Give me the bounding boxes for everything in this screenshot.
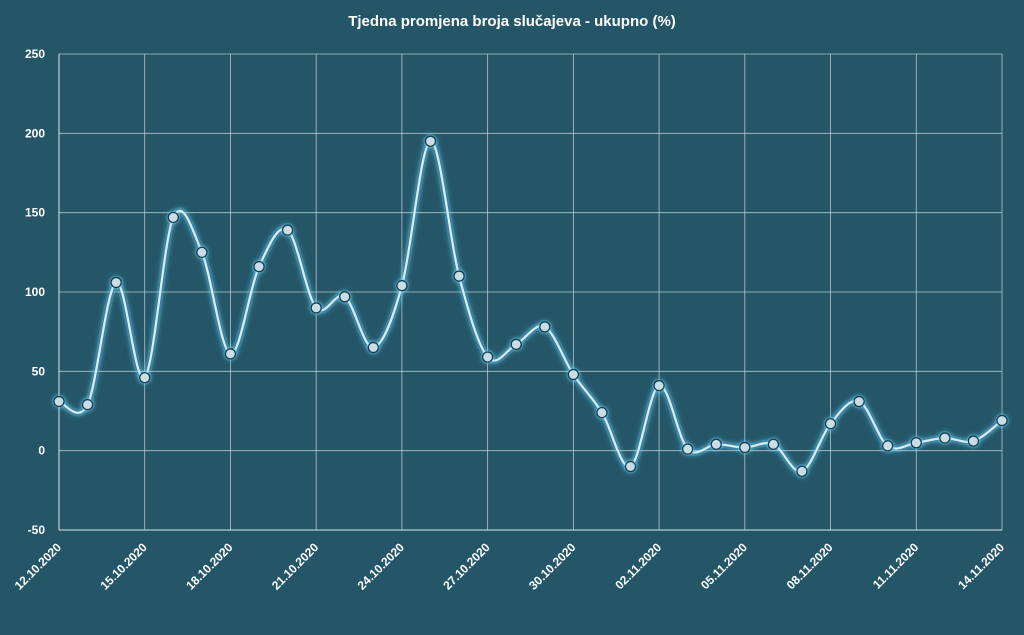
y-tick-label: 150	[25, 206, 45, 220]
y-tick-label: -50	[28, 523, 46, 537]
data-point	[139, 372, 151, 384]
y-tick-label: 0	[38, 444, 45, 458]
y-tick-label: 50	[32, 364, 46, 378]
data-point	[453, 270, 465, 282]
data-point	[339, 291, 351, 303]
data-point	[510, 338, 522, 350]
x-tick-label: 27.10.2020	[440, 540, 493, 593]
data-point	[539, 321, 551, 333]
x-tick-label: 15.10.2020	[97, 540, 150, 593]
y-tick-label: 200	[25, 126, 45, 140]
data-point	[282, 224, 294, 236]
x-tick-label: 11.11.2020	[870, 540, 922, 592]
data-point	[653, 380, 665, 392]
data-point	[882, 440, 894, 452]
data-point	[739, 441, 751, 454]
data-point	[853, 395, 865, 408]
data-point	[567, 368, 579, 381]
data-point	[482, 351, 494, 363]
data-point	[196, 246, 208, 258]
data-point	[682, 443, 694, 455]
data-point	[767, 438, 779, 450]
x-tick-label: 12.10.2020	[12, 540, 65, 593]
data-point	[910, 437, 922, 449]
series-line-glow	[57, 137, 1005, 475]
data-point	[596, 406, 608, 419]
data-point	[53, 395, 65, 408]
chart-title: Tjedna promjena broja slučajeva - ukupno…	[348, 13, 676, 30]
x-tick-label: 21.10.2020	[269, 540, 322, 593]
x-tick-label: 02.11.2020	[612, 540, 664, 592]
data-point	[624, 460, 637, 473]
series-line	[58, 140, 1003, 473]
data-point	[81, 399, 94, 411]
x-tick-label: 08.11.2020	[784, 540, 836, 592]
data-point	[824, 418, 837, 430]
data-point	[367, 341, 379, 354]
x-tick-label: 18.10.2020	[183, 540, 236, 593]
y-tick-label: 100	[25, 285, 45, 299]
data-point	[710, 438, 722, 450]
data-point	[424, 135, 437, 147]
x-tick-label: 24.10.2020	[355, 540, 408, 593]
x-tick-label: 30.10.2020	[526, 540, 579, 593]
data-point	[253, 261, 265, 273]
data-point	[996, 414, 1008, 427]
data-point	[939, 432, 951, 444]
y-tick-label: 250	[25, 47, 45, 61]
x-tick-label: 14.11.2020	[955, 540, 1007, 592]
data-point	[224, 348, 237, 360]
x-tick-label: 05.11.2020	[698, 540, 750, 592]
data-point	[396, 280, 408, 292]
data-point	[110, 276, 122, 289]
data-point	[167, 211, 179, 224]
data-point	[310, 302, 322, 314]
data-point	[796, 465, 808, 477]
data-point	[967, 435, 980, 447]
